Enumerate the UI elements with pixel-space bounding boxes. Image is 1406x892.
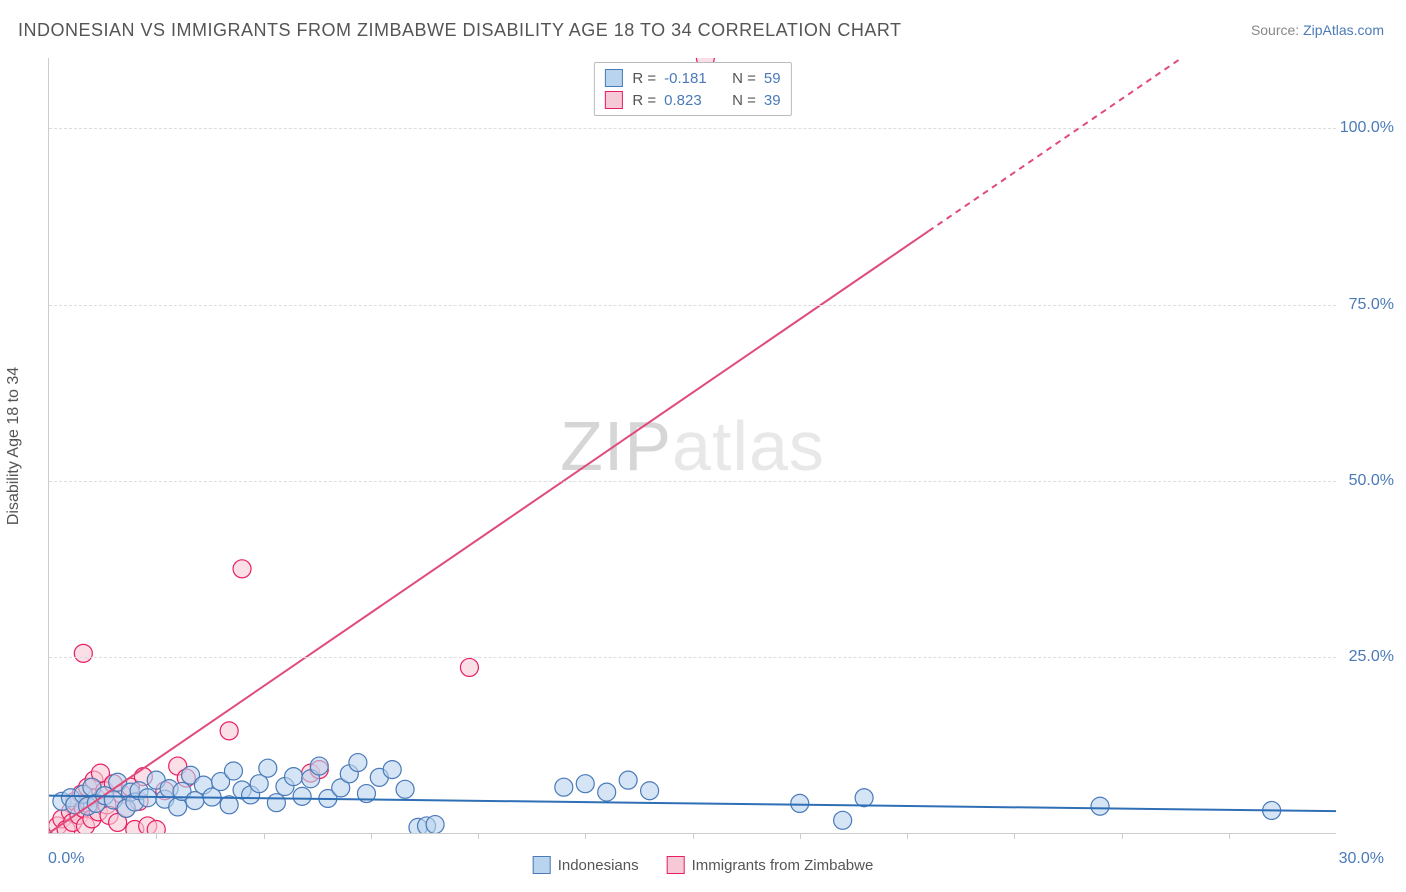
trend-line-dashed (928, 58, 1336, 231)
scatter-point (310, 757, 328, 775)
n-label: N = (732, 70, 756, 87)
gridline-h (49, 481, 1336, 482)
y-tick-label: 25.0% (1339, 648, 1394, 666)
y-tick-label: 50.0% (1339, 472, 1394, 490)
legend-series-item: Indonesians (533, 856, 639, 874)
legend-stats-row: R = 0.823 N = 39 (604, 89, 780, 111)
scatter-point (619, 771, 637, 789)
gridline-h (49, 657, 1336, 658)
source-attribution: Source: ZipAtlas.com (1251, 22, 1384, 38)
source-link[interactable]: ZipAtlas.com (1303, 22, 1384, 38)
x-tick (585, 833, 586, 839)
scatter-point (460, 658, 478, 676)
gridline-h (49, 305, 1336, 306)
legend-stats: R = -0.181 N = 59 R = 0.823 N = 39 (593, 62, 791, 116)
scatter-point (396, 780, 414, 798)
y-tick-label: 100.0% (1339, 119, 1394, 137)
x-tick (371, 833, 372, 839)
scatter-point (555, 778, 573, 796)
r-label: R = (632, 92, 656, 109)
scatter-point (855, 789, 873, 807)
r-value: 0.823 (664, 92, 716, 109)
scatter-point (576, 775, 594, 793)
legend-swatch (604, 91, 622, 109)
n-label: N = (732, 92, 756, 109)
y-axis-label: Disability Age 18 to 34 (5, 367, 23, 525)
scatter-point (834, 811, 852, 829)
scatter-point (349, 754, 367, 772)
scatter-point (147, 820, 165, 833)
legend-series-label: Immigrants from Zimbabwe (692, 857, 874, 874)
legend-swatch (604, 69, 622, 87)
scatter-point (598, 783, 616, 801)
scatter-point (791, 794, 809, 812)
chart-svg (49, 58, 1336, 833)
r-label: R = (632, 70, 656, 87)
x-tick (264, 833, 265, 839)
legend-stats-row: R = -0.181 N = 59 (604, 67, 780, 89)
legend-series-item: Immigrants from Zimbabwe (667, 856, 874, 874)
scatter-point (641, 782, 659, 800)
source-label: Source: (1251, 22, 1303, 38)
n-value: 59 (764, 70, 781, 87)
scatter-point (259, 759, 277, 777)
x-tick (800, 833, 801, 839)
scatter-point (285, 768, 303, 786)
scatter-point (233, 560, 251, 578)
n-value: 39 (764, 92, 781, 109)
x-max-label: 30.0% (1339, 850, 1384, 868)
x-tick (478, 833, 479, 839)
x-tick (693, 833, 694, 839)
x-tick (1014, 833, 1015, 839)
legend-series: Indonesians Immigrants from Zimbabwe (533, 856, 874, 874)
x-tick (1122, 833, 1123, 839)
scatter-point (426, 816, 444, 833)
chart-title: INDONESIAN VS IMMIGRANTS FROM ZIMBABWE D… (18, 20, 902, 41)
legend-swatch (533, 856, 551, 874)
plot-area: ZIPatlas R =-0.181N =59R =0.823N =39 25.… (48, 58, 1336, 834)
scatter-point (1091, 797, 1109, 815)
scatter-point (293, 787, 311, 805)
trend-line (49, 796, 1336, 812)
r-value: -0.181 (664, 70, 716, 87)
scatter-point (220, 722, 238, 740)
x-tick (156, 833, 157, 839)
legend-swatch (667, 856, 685, 874)
gridline-h (49, 128, 1336, 129)
x-tick (907, 833, 908, 839)
x-tick (1229, 833, 1230, 839)
scatter-point (74, 644, 92, 662)
trend-line (49, 231, 928, 833)
x-min-label: 0.0% (48, 850, 84, 868)
scatter-point (267, 794, 285, 812)
legend-series-label: Indonesians (558, 857, 639, 874)
scatter-point (224, 762, 242, 780)
scatter-point (383, 761, 401, 779)
y-tick-label: 75.0% (1339, 296, 1394, 314)
